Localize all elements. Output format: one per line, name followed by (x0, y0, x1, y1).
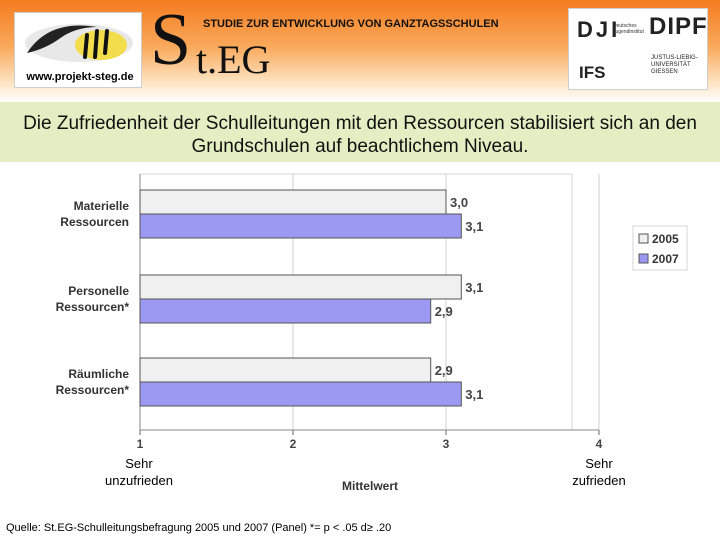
jlu-logo: JUSTUS-LIEBIG-UNIVERSITÄT GIESSEN (651, 55, 698, 75)
bar-2007 (139, 213, 462, 239)
legend-swatch-2007 (638, 253, 649, 264)
ifs-logo: IFS (579, 63, 606, 82)
category-label: Personelle (68, 284, 129, 298)
bar-2005 (139, 357, 432, 383)
category-label: Ressourcen (60, 215, 129, 229)
steg-logo-icon (25, 24, 133, 62)
dji-logo: DJI (577, 17, 621, 42)
study-title: STUDIE ZUR ENTWICKLUNG VON GANZTAGSSCHUL… (203, 18, 499, 30)
x-axis-title: Mittelwert (342, 479, 398, 493)
category-label: Ressourcen* (56, 383, 130, 397)
category-label: Ressourcen* (56, 300, 130, 314)
scale-label-max: Sehr zufrieden (572, 456, 626, 488)
bar-2007 (139, 381, 462, 407)
dji-logo-subtitle: Deutsches Jugendinstitut (613, 23, 644, 35)
bar-2007 (139, 298, 432, 324)
steg-brand-initial: S (150, 0, 192, 81)
dipf-logo: DIPF (649, 13, 708, 40)
legend-label: 2007 (652, 252, 679, 266)
steg-brand-name: t.EG (196, 37, 271, 82)
source-note: Quelle: St.EG-Schulleitungsbefragung 200… (6, 522, 392, 534)
website-link[interactable]: www.projekt-steg.de (26, 71, 134, 83)
bar-value-label: 3,1 (465, 219, 483, 234)
bar-value-label: 3,1 (465, 387, 483, 402)
bar-2005 (139, 189, 447, 215)
bar-value-label: 2,9 (435, 363, 453, 378)
x-tick-label: 1 (137, 437, 144, 451)
header-banner: www.projekt-steg.de S STUDIE ZUR ENTWICK… (0, 0, 720, 102)
x-tick-label: 4 (596, 437, 603, 451)
legend-swatch-2005 (638, 233, 649, 244)
category-label: Räumliche (68, 367, 129, 381)
legend-label: 2005 (652, 232, 679, 246)
steg-logo[interactable]: www.projekt-steg.de (14, 12, 142, 88)
scale-label-min: Sehr unzufrieden (105, 456, 173, 488)
partner-logos: DJI Deutsches Jugendinstitut DIPF IFS JU… (568, 8, 708, 90)
bar-value-label: 3,1 (465, 280, 483, 295)
category-label: Materielle (74, 199, 130, 213)
slide-headline: Die Zufriedenheit der Schulleitungen mit… (23, 113, 697, 157)
bar-value-label: 2,9 (435, 304, 453, 319)
bar-2005 (139, 274, 462, 300)
headline-band (0, 102, 720, 162)
bar-value-label: 3,0 (450, 195, 468, 210)
x-tick-label: 2 (290, 437, 297, 451)
bar-chart: 1 2 3 4 3,0 3,1 Materielle Ressourcen 3,1 2,9 Pers… (56, 173, 688, 493)
x-tick-label: 3 (443, 437, 450, 451)
